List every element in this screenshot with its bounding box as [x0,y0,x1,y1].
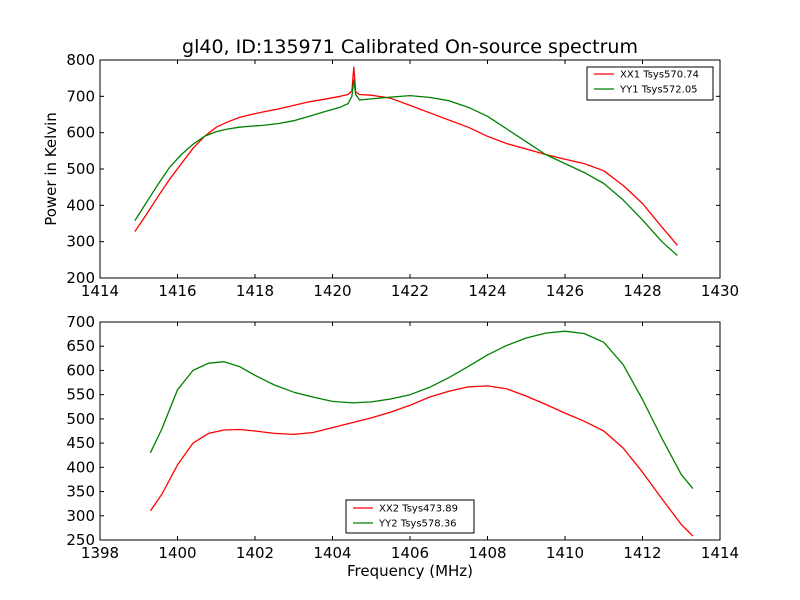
ticks-layer-top: 1414 1416 1418 1420 1422 1424 1426 1428 1430 200 3… [66,51,739,300]
x-tick-label: 1412 [623,544,661,562]
ticks-layer-bottom: 1398 1400 1402 1404 1406 1408 1410 1412 1414 250 3… [66,313,739,562]
y-tick-label: 400 [66,458,95,476]
series-line-top-0 [134,66,678,246]
series-line-top-1 [134,79,678,256]
series-layer-bottom [149,330,694,537]
x-tick-label: 1430 [701,282,739,300]
y-axis-label-top: Power in Kelvin [42,112,60,226]
legend-label-xx1: XX1 Tsys570.74 [620,70,699,81]
series-line-bottom-0 [149,385,694,537]
x-tick-label: 1400 [158,544,196,562]
legend-label-yy2: YY2 Tsys578.36 [378,519,457,530]
x-tick-label: 1418 [236,282,274,300]
legend-top: XX1 Tsys570.74 YY1 Tsys572.05 [586,66,714,101]
x-tick-label: 1428 [623,282,661,300]
x-tick-label: 1398 [81,544,119,562]
x-tick-label: 1408 [468,544,506,562]
y-tick-label: 500 [66,410,95,428]
x-tick-label: 1422 [391,282,429,300]
series-line-bottom-1 [149,330,694,490]
x-tick-label: 1404 [313,544,351,562]
legend-box-bottom [345,499,475,534]
y-tick-label: 250 [66,531,95,549]
y-tick-label: 700 [66,87,95,105]
y-tick-label: 200 [66,269,95,287]
y-tick-label: 800 [66,51,95,69]
chart-title: gl40, ID:135971 Calibrated On-source spe… [182,36,638,58]
y-tick-label: 550 [66,386,95,404]
y-tick-label: 500 [66,160,95,178]
x-tick-label: 1402 [236,544,274,562]
x-tick-label: 1420 [313,282,351,300]
y-tick-label: 450 [66,434,95,452]
legend-label-yy1: YY1 Tsys572.05 [619,85,698,96]
x-tick-label: 1414 [81,282,119,300]
y-tick-label: 300 [66,507,95,525]
y-tick-label: 650 [66,337,95,355]
legend-bottom: XX2 Tsys473.89 YY2 Tsys578.36 [345,499,475,534]
x-tick-label: 1406 [391,544,429,562]
series-layer-top [134,66,678,256]
x-tick-label: 1426 [546,282,584,300]
y-tick-label: 700 [66,313,95,331]
y-tick-label: 400 [66,196,95,214]
legend-box-top [586,66,714,101]
y-tick-label: 600 [66,124,95,142]
plot-top: 1414 1416 1418 1420 1422 1424 1426 1428 1430 200 3… [42,51,739,300]
y-tick-label: 300 [66,233,95,251]
y-tick-label: 350 [66,483,95,501]
legend-label-xx2: XX2 Tsys473.89 [379,504,458,515]
y-tick-label: 600 [66,361,95,379]
x-tick-label: 1424 [468,282,506,300]
plot-bottom: 1398 1400 1402 1404 1406 1408 1410 1412 1414 250 3… [66,313,739,580]
x-tick-label: 1414 [701,544,739,562]
x-tick-label: 1410 [546,544,584,562]
x-axis-label-bottom: Frequency (MHz) [347,562,473,580]
x-tick-label: 1416 [158,282,196,300]
